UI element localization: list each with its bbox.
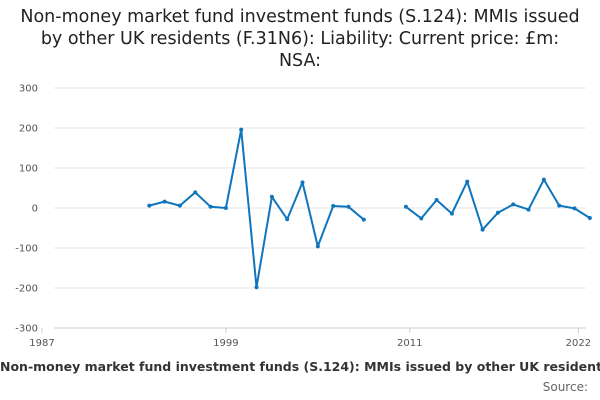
data-point [465, 179, 470, 184]
data-point [361, 217, 366, 222]
data-point [223, 206, 228, 210]
data-point [239, 127, 244, 132]
data-point [315, 244, 320, 249]
series-line [405, 178, 591, 231]
y-tick-label: 200 [19, 124, 38, 135]
data-point [511, 202, 516, 207]
data-point [526, 207, 531, 212]
data-point [147, 203, 152, 208]
data-point [587, 216, 592, 220]
data-point [162, 199, 167, 204]
series-layer [147, 127, 592, 290]
data-point [285, 217, 290, 222]
data-point [177, 203, 182, 208]
data-point [434, 198, 439, 202]
x-tick-label: 2022 [566, 338, 591, 349]
data-point [480, 227, 485, 232]
x-tick-label: 1987 [29, 338, 54, 349]
data-point [193, 190, 198, 195]
data-point [557, 203, 562, 208]
data-point [449, 211, 454, 216]
data-point [331, 204, 336, 208]
y-tick-label: 100 [19, 164, 38, 175]
data-point [254, 285, 259, 290]
y-tick-label: -200 [15, 284, 38, 295]
data-point [572, 206, 577, 211]
x-tick-label: 2011 [397, 338, 422, 349]
axes: 300 200 100 0 -100 -200 -300 1987 1999 2011 2022 [15, 84, 591, 350]
data-point [269, 194, 274, 199]
data-point [300, 180, 305, 185]
legend-label: Non-money market fund investment funds (… [0, 359, 600, 374]
y-tick-label: -100 [15, 244, 38, 255]
data-point [346, 204, 351, 209]
data-point [403, 204, 408, 209]
x-tick-label: 1999 [213, 338, 238, 349]
data-point [419, 216, 424, 221]
data-point [208, 204, 213, 209]
y-tick-label: 0 [32, 204, 38, 215]
source-label: Source: [542, 380, 588, 394]
chart-title: Non-money market fund investment funds (… [20, 7, 580, 71]
y-tick-label: -300 [15, 324, 38, 335]
data-point [541, 177, 546, 182]
y-tick-label: 300 [19, 84, 38, 95]
data-point [495, 210, 500, 215]
